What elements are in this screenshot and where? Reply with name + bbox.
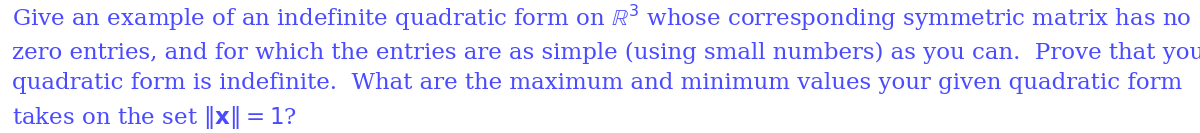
Text: Give an example of an indefinite quadratic form on $\mathbb{R}^3$ whose correspo: Give an example of an indefinite quadrat… [12, 3, 1200, 131]
